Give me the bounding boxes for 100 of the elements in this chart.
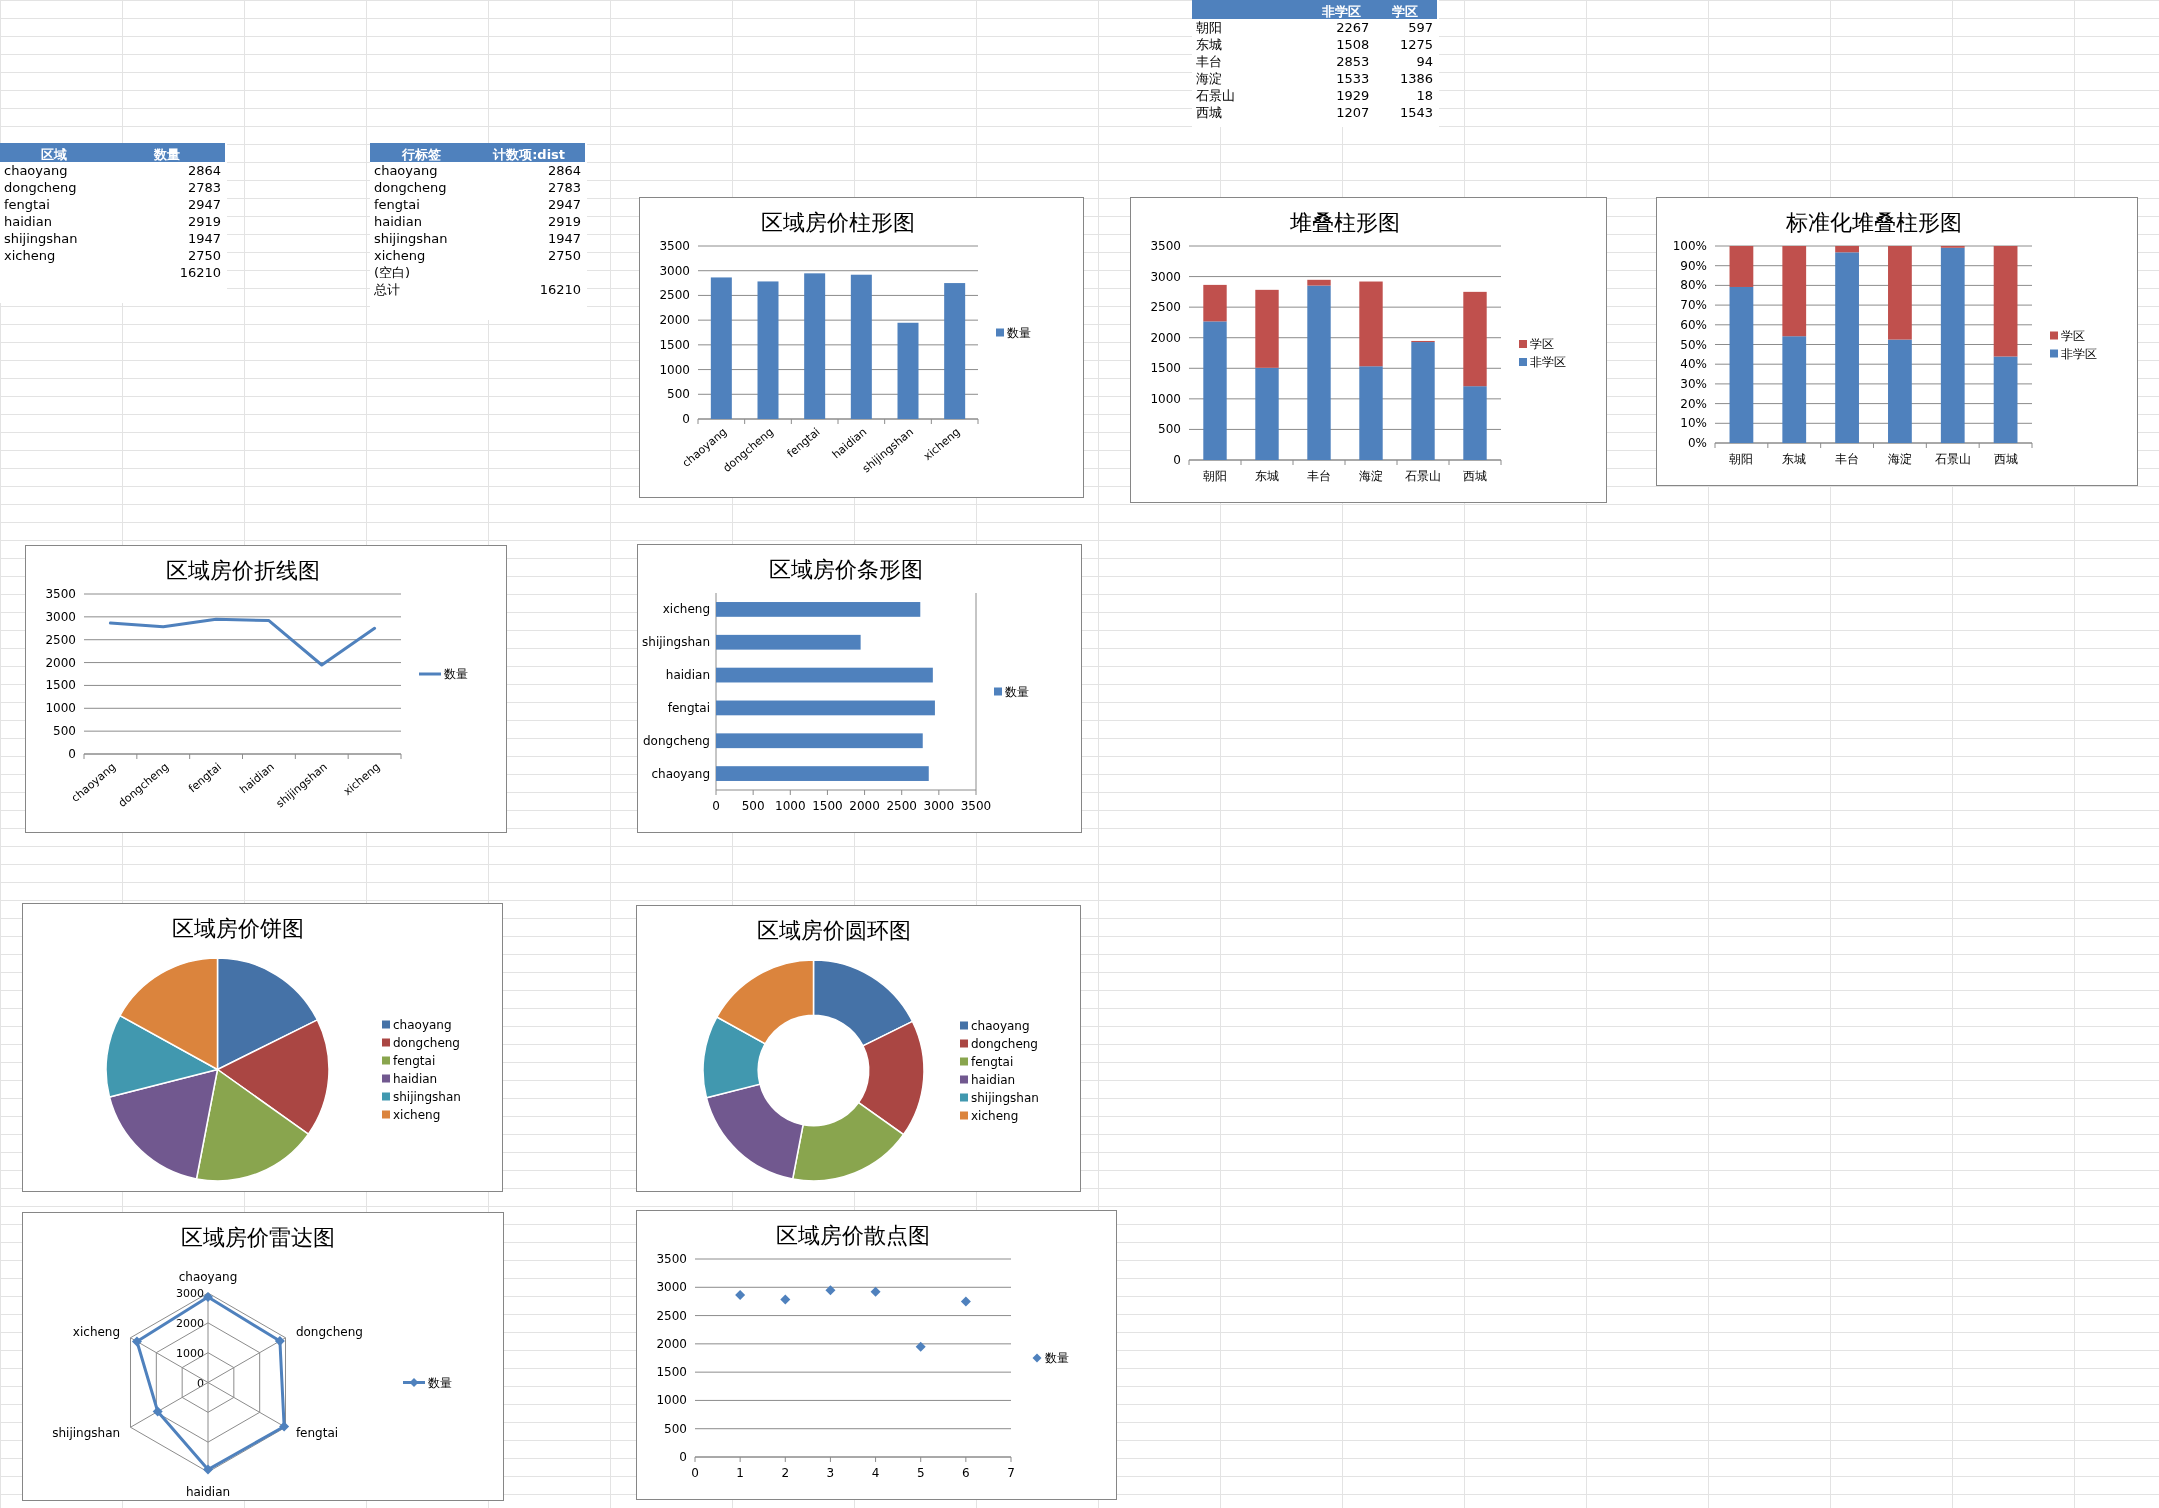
x-tick-label: 丰台 xyxy=(1835,452,1860,466)
data-label: 2919 xyxy=(187,214,221,229)
data-label: 2783 xyxy=(547,180,581,195)
x-tick-label: 海淀 xyxy=(1887,452,1912,466)
bar xyxy=(1255,289,1279,368)
y-tick-label: 90% xyxy=(1680,258,1707,273)
data-label: 18 xyxy=(1416,88,1433,103)
legend-label: fengtai xyxy=(393,1053,436,1068)
y-tick-label: 2500 xyxy=(1150,300,1181,315)
data-label: 1508 xyxy=(1336,37,1370,52)
bar xyxy=(1359,281,1383,367)
x-tick-label: 1 xyxy=(736,1466,744,1480)
bar xyxy=(757,281,779,419)
x-tick-label: 石景山 xyxy=(1405,469,1441,483)
category-label: 海淀 xyxy=(1196,71,1222,86)
y-tick-label: 3000 xyxy=(656,1280,687,1295)
bar xyxy=(1835,246,1859,253)
data-label: 16210 xyxy=(539,282,581,297)
point xyxy=(960,1296,971,1307)
category-label: chaoyang xyxy=(374,163,438,178)
bar xyxy=(1729,246,1754,287)
point xyxy=(825,1285,836,1296)
y-tick-label: 20% xyxy=(1680,396,1707,411)
bar xyxy=(716,766,929,781)
y-tick-label: 3000 xyxy=(45,609,76,624)
x-tick-label: 朝阳 xyxy=(1729,452,1754,466)
y-tick-label: 2500 xyxy=(659,288,690,303)
chart-title: 区域房价折线图 xyxy=(165,558,320,583)
x-tick-label: 西城 xyxy=(1463,469,1487,483)
category-label: fengtai xyxy=(374,197,420,212)
chart-title: 堆叠柱形图 xyxy=(1289,210,1400,235)
category-label: 丰台 xyxy=(1196,54,1222,69)
data-label: 2919 xyxy=(547,214,581,229)
x-tick-label: 丰台 xyxy=(1307,469,1331,483)
legend-label: 数量 xyxy=(1005,684,1029,699)
bar xyxy=(1411,342,1435,460)
bar xyxy=(1782,336,1807,443)
bar xyxy=(1782,246,1807,337)
spoke-label: xicheng xyxy=(72,1324,121,1339)
y-tick-label: 1000 xyxy=(1150,391,1181,406)
data-label: 1947 xyxy=(547,231,581,246)
bar xyxy=(1940,247,1965,443)
y-tick-label: 500 xyxy=(664,1421,687,1436)
point xyxy=(870,1286,881,1297)
category-label: fengtai xyxy=(4,197,50,212)
data-label: 1929 xyxy=(1336,88,1370,103)
x-tick-label: 6 xyxy=(962,1466,970,1480)
data-label: 597 xyxy=(1408,20,1433,35)
legend-label: 数量 xyxy=(1045,1351,1069,1365)
y-tick-label: 3500 xyxy=(656,1252,687,1266)
legend-label: 非学区 xyxy=(1530,355,1566,369)
x-tick-label: 3 xyxy=(826,1466,835,1480)
x-tick-label: 3500 xyxy=(960,799,992,813)
series-label: 非学区 xyxy=(1320,4,1361,19)
bar xyxy=(1888,246,1912,340)
text: 行标签 xyxy=(401,147,442,162)
text: 学区 xyxy=(1392,4,1419,19)
category-label: 东城 xyxy=(1196,37,1222,52)
bar xyxy=(1463,386,1487,460)
x-tick-label: 7 xyxy=(1007,1466,1015,1480)
category-label: (空白) xyxy=(374,265,411,280)
x-tick-label: 3000 xyxy=(923,799,955,813)
bar xyxy=(716,634,861,650)
bar xyxy=(1835,252,1859,443)
data-label: 2750 xyxy=(187,248,221,263)
legend-label: xicheng xyxy=(971,1108,1019,1123)
y-tick-label: 2000 xyxy=(656,1336,687,1351)
y-tick-label: xicheng xyxy=(662,602,710,617)
legend: 数量 xyxy=(996,325,1031,340)
x-tick-label: 1500 xyxy=(812,799,843,813)
category-label: 朝阳 xyxy=(1196,20,1222,35)
y-tick-label: 3500 xyxy=(659,239,690,253)
data-label: 1947 xyxy=(187,231,221,246)
bar xyxy=(850,274,872,419)
data-label: 1275 xyxy=(1399,37,1433,52)
point xyxy=(735,1289,746,1300)
chart-title: 区域房价柱形图 xyxy=(761,210,915,235)
y-tick-label: 1500 xyxy=(659,337,690,352)
y-tick-label: 3500 xyxy=(1150,239,1181,253)
data-label: 1386 xyxy=(1399,71,1433,86)
category-label: xicheng xyxy=(374,248,426,263)
x-tick-label: 500 xyxy=(741,799,765,813)
y-tick-label: 100% xyxy=(1672,239,1707,253)
data-label: 1533 xyxy=(1336,71,1370,86)
data-label: 2853 xyxy=(1336,54,1370,69)
legend: 数量 xyxy=(419,667,468,681)
legend-label: 非学区 xyxy=(2061,346,2097,361)
y-tick-label: 60% xyxy=(1680,317,1707,332)
bar xyxy=(897,322,919,419)
y-tick-label: 2000 xyxy=(1150,330,1181,345)
x-tick-label: 东城 xyxy=(1255,469,1279,483)
y-tick-label: haidian xyxy=(665,668,710,683)
legend-label: dongcheng xyxy=(971,1036,1038,1051)
legend-label: haidian xyxy=(393,1071,438,1086)
bar xyxy=(1463,291,1487,387)
legend-label: xicheng xyxy=(393,1107,441,1122)
y-tick-label: 3500 xyxy=(45,587,76,601)
point xyxy=(780,1294,791,1305)
bar xyxy=(1729,286,1754,443)
x-tick-label: 1000 xyxy=(775,799,806,813)
